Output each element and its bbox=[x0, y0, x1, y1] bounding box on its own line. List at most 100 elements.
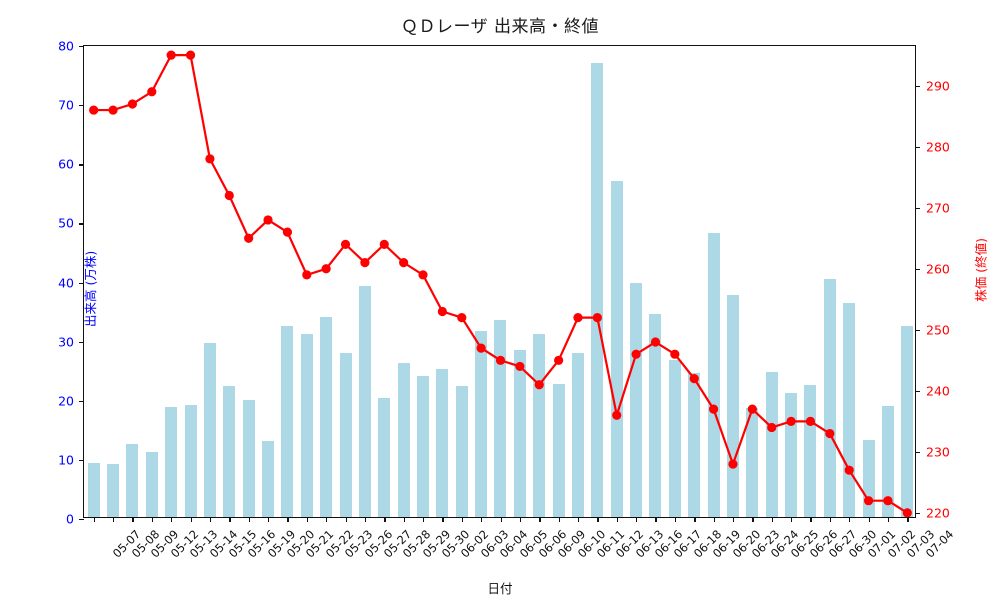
close-price-marker bbox=[282, 227, 293, 237]
close-price-marker bbox=[263, 215, 273, 225]
right-axis-tick bbox=[915, 146, 920, 148]
x-axis-tick bbox=[287, 517, 289, 522]
close-price-marker bbox=[902, 508, 912, 518]
volume-bar bbox=[707, 232, 720, 517]
close-price-marker bbox=[534, 380, 544, 390]
x-axis-tick bbox=[907, 517, 909, 522]
volume-bar bbox=[107, 464, 120, 517]
left-axis-tick-label: 50 bbox=[58, 215, 74, 231]
close-price-marker bbox=[321, 264, 331, 274]
volume-bar bbox=[223, 386, 236, 517]
close-price-line bbox=[93, 54, 908, 514]
x-axis-tick bbox=[655, 517, 657, 522]
left-axis-tick-label: 10 bbox=[58, 452, 74, 468]
x-axis-tick bbox=[151, 517, 154, 522]
left-axis-title: 出来高 (万株) bbox=[83, 250, 98, 327]
x-axis-tick bbox=[810, 517, 812, 522]
close-price-marker bbox=[592, 312, 602, 323]
right-axis-tick bbox=[915, 207, 920, 210]
x-axis-tick bbox=[597, 517, 599, 522]
left-axis-tick bbox=[79, 459, 84, 462]
close-price-marker bbox=[631, 349, 641, 359]
x-axis-title: 日付 bbox=[487, 581, 513, 596]
volume-bar bbox=[765, 372, 778, 517]
close-price-marker bbox=[476, 343, 486, 353]
volume-bar bbox=[746, 407, 759, 517]
x-axis-tick bbox=[132, 517, 134, 522]
x-axis-tick bbox=[636, 517, 638, 522]
close-price-marker bbox=[805, 416, 816, 426]
x-axis-tick bbox=[403, 517, 405, 522]
x-axis-tick bbox=[829, 517, 832, 522]
volume-bar bbox=[823, 278, 836, 517]
left-axis-tick bbox=[79, 46, 84, 48]
x-axis-tick bbox=[345, 517, 347, 522]
close-price-marker bbox=[457, 312, 467, 323]
close-price-marker bbox=[340, 239, 351, 249]
x-axis-tick bbox=[791, 517, 793, 522]
volume-bar bbox=[417, 376, 429, 517]
close-price-marker bbox=[728, 459, 738, 469]
volume-bar bbox=[455, 386, 468, 517]
close-price-marker bbox=[786, 416, 796, 426]
volume-bar bbox=[262, 441, 275, 517]
volume-bar bbox=[668, 360, 681, 517]
close-price-marker bbox=[883, 496, 893, 506]
x-axis-tick bbox=[423, 517, 425, 522]
close-price-marker bbox=[708, 404, 719, 414]
close-price-marker bbox=[302, 270, 312, 280]
left-axis-tick bbox=[79, 519, 84, 521]
right-axis-tick-label: 240 bbox=[926, 383, 950, 399]
close-price-marker bbox=[650, 337, 661, 347]
close-price-marker bbox=[360, 258, 370, 268]
volume-bar bbox=[649, 313, 662, 517]
x-axis-tick bbox=[519, 517, 522, 522]
x-axis-tick bbox=[229, 517, 231, 522]
left-axis-tick bbox=[79, 164, 84, 166]
x-axis-tick bbox=[694, 517, 696, 522]
volume-bar bbox=[610, 181, 623, 517]
close-price-markers bbox=[89, 50, 912, 518]
volume-bar bbox=[436, 368, 449, 517]
right-axis-tick-label: 270 bbox=[926, 200, 950, 216]
x-axis-tick bbox=[868, 517, 870, 522]
volume-bar bbox=[87, 463, 100, 517]
volume-bar bbox=[203, 342, 216, 517]
close-price-marker bbox=[437, 306, 447, 317]
close-price-marker bbox=[747, 404, 757, 414]
x-axis-tick bbox=[732, 517, 735, 522]
right-axis-tick bbox=[915, 329, 920, 332]
close-price-marker bbox=[127, 99, 138, 109]
x-axis-tick bbox=[713, 517, 715, 522]
close-price-marker bbox=[689, 374, 699, 384]
left-axis-tick-label: 20 bbox=[58, 393, 74, 409]
volume-bar bbox=[281, 326, 294, 517]
left-axis-tick-label: 80 bbox=[58, 38, 74, 54]
left-axis-tick bbox=[79, 400, 84, 403]
close-price-marker bbox=[515, 361, 525, 372]
x-axis-tick bbox=[268, 517, 270, 522]
x-axis-tick bbox=[577, 517, 580, 522]
close-price-marker bbox=[205, 154, 215, 164]
right-axis-tick-label: 220 bbox=[926, 505, 950, 521]
close-price-marker bbox=[863, 496, 874, 506]
x-axis-tick bbox=[306, 517, 309, 522]
close-price-marker bbox=[767, 422, 777, 433]
x-axis-tick bbox=[384, 517, 386, 522]
x-axis-tick bbox=[771, 517, 773, 522]
volume-bar bbox=[901, 326, 914, 517]
left-axis-tick-label: 30 bbox=[58, 334, 74, 350]
right-axis-tick-label: 280 bbox=[926, 139, 950, 155]
right-axis-tick bbox=[915, 390, 920, 393]
close-price-marker bbox=[185, 50, 196, 60]
left-axis-tick-label: 0 bbox=[66, 511, 74, 527]
volume-bar bbox=[591, 62, 604, 517]
right-axis-tick-label: 250 bbox=[926, 322, 950, 338]
right-axis-tick bbox=[915, 451, 920, 454]
volume-bar bbox=[242, 399, 255, 517]
close-price-marker bbox=[495, 355, 506, 365]
right-axis-tick-label: 290 bbox=[926, 78, 950, 94]
x-axis-tick bbox=[190, 517, 192, 522]
x-axis-tick bbox=[171, 517, 173, 522]
